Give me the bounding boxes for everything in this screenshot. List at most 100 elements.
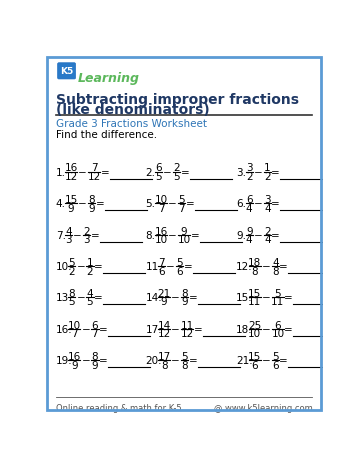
Text: 9: 9	[88, 203, 95, 213]
Text: 7: 7	[92, 328, 98, 338]
Text: 19.: 19.	[56, 356, 73, 366]
Text: Find the difference.: Find the difference.	[56, 129, 157, 139]
Text: 5: 5	[275, 288, 281, 298]
Text: 10: 10	[154, 235, 168, 244]
Text: 9.: 9.	[236, 231, 246, 240]
Text: =: =	[189, 356, 197, 366]
Text: 4: 4	[264, 203, 271, 213]
Text: 8: 8	[181, 360, 188, 370]
Text: 8: 8	[92, 351, 98, 361]
Text: 5: 5	[173, 172, 180, 181]
Text: 9: 9	[181, 297, 188, 307]
Text: 8: 8	[181, 288, 188, 298]
Text: =: =	[271, 199, 280, 209]
Text: 4: 4	[65, 226, 72, 236]
Text: 17: 17	[158, 351, 171, 361]
Text: 5: 5	[87, 297, 93, 307]
Text: 3: 3	[65, 235, 72, 244]
Text: −: −	[76, 262, 85, 272]
Text: 7: 7	[178, 203, 185, 213]
Text: =: =	[94, 293, 103, 303]
Text: 11.: 11.	[146, 262, 162, 272]
Text: =: =	[91, 231, 99, 240]
Text: 12: 12	[65, 172, 78, 181]
Text: −: −	[254, 231, 263, 240]
Text: 2.: 2.	[146, 167, 155, 177]
Text: 2: 2	[264, 172, 271, 181]
Text: 4: 4	[246, 235, 252, 244]
Text: −: −	[171, 293, 180, 303]
Text: 5: 5	[181, 351, 188, 361]
Text: −: −	[78, 199, 87, 209]
Text: @ www.k5learning.com: @ www.k5learning.com	[214, 403, 312, 412]
Text: 5: 5	[272, 351, 279, 361]
Text: −: −	[262, 262, 271, 272]
Text: 9: 9	[68, 203, 74, 213]
FancyBboxPatch shape	[58, 63, 75, 80]
Text: 6: 6	[155, 163, 162, 173]
Text: 6: 6	[246, 194, 252, 205]
Text: 7: 7	[91, 163, 98, 173]
Text: 20.: 20.	[146, 356, 162, 366]
Text: 11: 11	[181, 320, 194, 330]
Text: Grade 3 Fractions Worksheet: Grade 3 Fractions Worksheet	[56, 119, 207, 129]
Text: 7: 7	[71, 328, 78, 338]
Text: 17.: 17.	[146, 324, 162, 334]
Text: 11: 11	[271, 297, 285, 307]
Text: 18.: 18.	[236, 324, 253, 334]
Text: 10: 10	[178, 235, 191, 244]
Text: =: =	[99, 356, 108, 366]
Text: −: −	[262, 293, 271, 303]
Text: 10.: 10.	[56, 262, 72, 272]
Text: 21: 21	[158, 288, 171, 298]
Text: 3.: 3.	[236, 167, 246, 177]
Text: −: −	[166, 262, 175, 272]
Text: 3: 3	[84, 235, 90, 244]
Text: =: =	[271, 167, 280, 177]
Text: 5: 5	[178, 194, 185, 205]
Text: =: =	[279, 262, 288, 272]
Text: =: =	[189, 293, 197, 303]
Text: 9: 9	[71, 360, 78, 370]
Text: =: =	[279, 356, 288, 366]
Text: 12: 12	[181, 328, 194, 338]
Text: 2: 2	[264, 226, 271, 236]
Text: −: −	[171, 324, 180, 334]
Text: −: −	[163, 167, 172, 177]
Text: 3: 3	[264, 194, 271, 205]
Text: 1: 1	[87, 257, 93, 268]
Text: −: −	[76, 293, 85, 303]
Text: 5: 5	[177, 257, 183, 268]
Text: −: −	[254, 199, 263, 209]
Text: 10: 10	[271, 328, 284, 338]
Text: 9: 9	[246, 226, 252, 236]
Text: 2: 2	[84, 226, 90, 236]
Text: 9: 9	[181, 226, 187, 236]
Text: 15: 15	[248, 351, 261, 361]
Text: 15.: 15.	[236, 293, 253, 303]
Text: 4: 4	[87, 288, 93, 298]
Text: 10: 10	[248, 328, 261, 338]
Text: =: =	[186, 199, 194, 209]
Text: −: −	[171, 356, 180, 366]
Text: 5: 5	[69, 297, 75, 307]
Text: 6: 6	[177, 266, 183, 276]
Text: 9: 9	[92, 360, 98, 370]
Text: 6: 6	[275, 320, 281, 330]
Text: 7: 7	[158, 257, 165, 268]
Text: 4: 4	[246, 203, 252, 213]
Text: 25: 25	[248, 320, 261, 330]
Text: =: =	[284, 324, 293, 334]
Text: −: −	[254, 167, 263, 177]
Text: 10: 10	[68, 320, 81, 330]
Text: 8: 8	[88, 194, 95, 205]
Text: 8: 8	[161, 360, 167, 370]
Text: =: =	[181, 167, 189, 177]
Text: 7.: 7.	[56, 231, 66, 240]
Text: 8: 8	[272, 266, 279, 276]
Text: =: =	[96, 199, 104, 209]
Text: 6: 6	[252, 360, 258, 370]
Text: 12: 12	[88, 172, 101, 181]
Text: 9: 9	[161, 297, 167, 307]
Text: 4: 4	[264, 235, 271, 244]
